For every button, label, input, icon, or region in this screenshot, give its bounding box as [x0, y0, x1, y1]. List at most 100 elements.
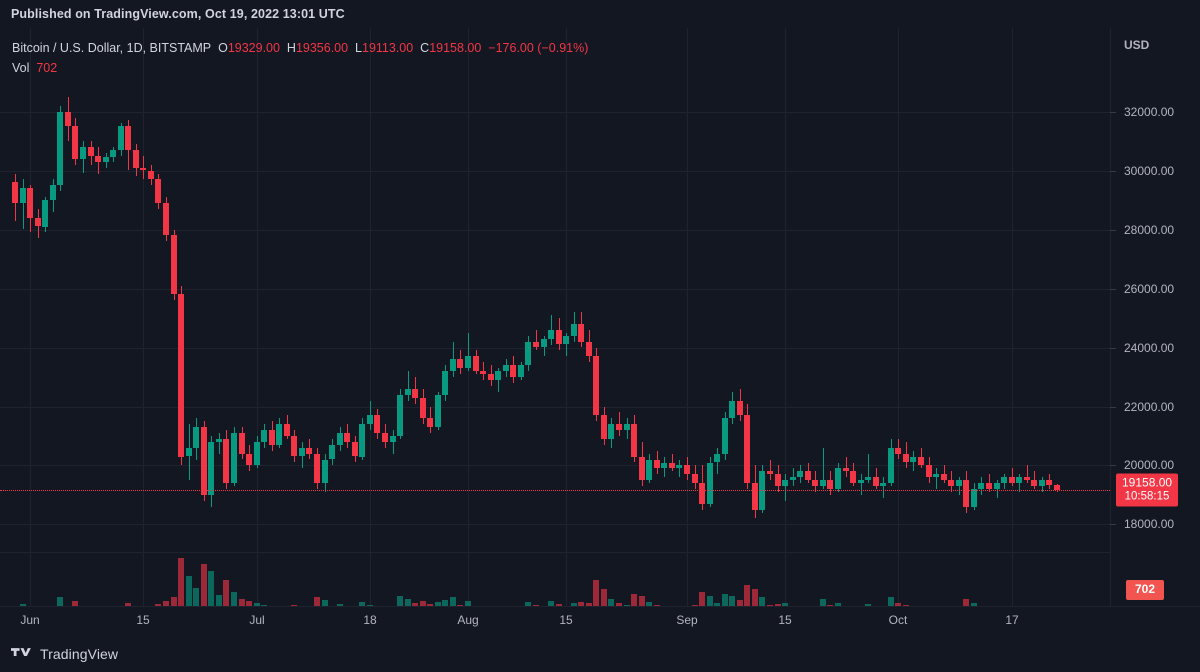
price-axis-tick: [1110, 229, 1116, 231]
candle-bearish: [578, 323, 585, 342]
volume-bar: [125, 602, 132, 606]
candle-bullish: [646, 459, 653, 481]
volume-bar: [714, 603, 721, 606]
candle-bullish: [102, 157, 109, 162]
candle-bullish: [117, 126, 124, 150]
candle-bearish: [585, 341, 592, 357]
candle-bearish: [200, 427, 207, 495]
volume-bar: [623, 605, 630, 606]
candle-bullish: [797, 471, 804, 478]
volume-bar: [653, 605, 660, 606]
candle-bullish: [389, 435, 396, 442]
candle-wick: [407, 371, 409, 401]
candle-bullish: [729, 400, 736, 419]
candle-wick: [22, 179, 24, 230]
volume-bar: [729, 595, 736, 606]
candle-wick: [468, 332, 469, 371]
candle-bearish: [472, 356, 479, 371]
candle-bullish: [661, 462, 668, 469]
candle-bearish: [238, 433, 245, 454]
volume-bar: [902, 605, 909, 606]
volume-bar: [170, 597, 177, 606]
candle-bullish: [706, 462, 713, 504]
candle-bearish: [872, 477, 879, 486]
volume-bar: [238, 598, 245, 606]
candle-bearish: [600, 415, 607, 439]
price-axis-label: 24000.00: [1124, 340, 1175, 355]
price-axis[interactable]: USD 32000.00 30000.00 28000.00 26000.00 2400…: [1110, 28, 1200, 606]
candle-bullish: [261, 430, 268, 442]
candle-bearish: [344, 433, 351, 442]
volume-bar: [314, 597, 320, 606]
candle-bullish: [404, 388, 411, 395]
candle-bullish: [910, 456, 917, 463]
candle-bullish: [465, 356, 471, 369]
candle-bullish: [978, 483, 985, 489]
candle-bearish: [72, 126, 79, 159]
candle-bullish: [434, 394, 441, 428]
candle-bearish: [480, 371, 487, 374]
volume-bar: [465, 600, 471, 606]
candle-bullish: [608, 424, 615, 439]
candle-bullish: [397, 394, 404, 436]
candle-bullish: [993, 483, 1000, 489]
volume-bar: [223, 580, 230, 606]
candle-bearish: [510, 365, 517, 377]
candle-bearish: [163, 203, 169, 236]
candle-bearish: [95, 155, 102, 162]
candle-bearish: [427, 418, 434, 428]
volume-bar: [744, 585, 751, 606]
candle-wick: [996, 480, 998, 498]
candle-bullish: [1001, 477, 1008, 484]
volume-bar: [963, 598, 970, 606]
time-axis-label: Sep: [676, 613, 698, 627]
footer: TradingView: [0, 636, 1200, 672]
candle-wick: [770, 459, 771, 481]
candle-bearish: [64, 111, 71, 127]
time-axis-label: Aug: [457, 613, 479, 627]
volume-bar: [246, 600, 253, 606]
volume-bar: [19, 604, 26, 606]
volume-bar: [593, 580, 600, 606]
current-price-value: 19158.00: [1122, 475, 1173, 490]
current-price-badge: 19158.00 10:58:15: [1116, 473, 1179, 507]
candle-bearish: [381, 433, 388, 442]
candle-wick: [498, 368, 500, 392]
price-axis-label: 26000.00: [1124, 281, 1175, 296]
candle-bearish: [918, 456, 924, 466]
time-axis[interactable]: Jun 15 Jul 18 Aug 15 Sep 15 Oct 17: [0, 606, 1200, 636]
volume-bar: [736, 599, 743, 606]
candle-bearish: [638, 456, 645, 481]
time-axis-label: 15: [559, 613, 573, 627]
time-axis-border: [0, 606, 1200, 607]
candle-bullish: [185, 447, 192, 457]
chart-pane[interactable]: Bitcoin / U.S. Dollar, 1D, BITSTAMP O193…: [0, 28, 1110, 606]
price-axis-label: 18000.00: [1124, 517, 1175, 532]
candle-bullish: [110, 149, 117, 158]
price-axis-label: 22000.00: [1124, 399, 1175, 414]
candle-bearish: [555, 329, 562, 345]
candle-bullish: [193, 427, 200, 448]
volume-bar: [253, 603, 260, 606]
candle-bearish: [178, 294, 185, 457]
candle-bearish: [744, 415, 751, 484]
candle-bearish: [683, 465, 690, 475]
candle-bullish: [714, 453, 721, 463]
candle-bearish: [419, 397, 426, 419]
candle-bearish: [223, 438, 230, 484]
volume-bar: [200, 564, 207, 606]
volume-bar: [321, 599, 328, 606]
candle-bullish: [525, 341, 532, 366]
candle-bearish: [827, 480, 834, 489]
candle-bearish: [631, 424, 638, 457]
candle-bearish: [948, 480, 955, 487]
candle-bullish: [857, 480, 864, 484]
candle-wick: [943, 465, 945, 484]
candle-wick: [671, 453, 673, 472]
price-axis-tick: [1110, 406, 1116, 408]
candle-bearish: [140, 167, 147, 171]
candle-bearish: [895, 447, 902, 454]
candle-wick: [936, 468, 938, 489]
candle-bullish: [1016, 477, 1023, 484]
volume-badge: 702: [1126, 580, 1165, 600]
